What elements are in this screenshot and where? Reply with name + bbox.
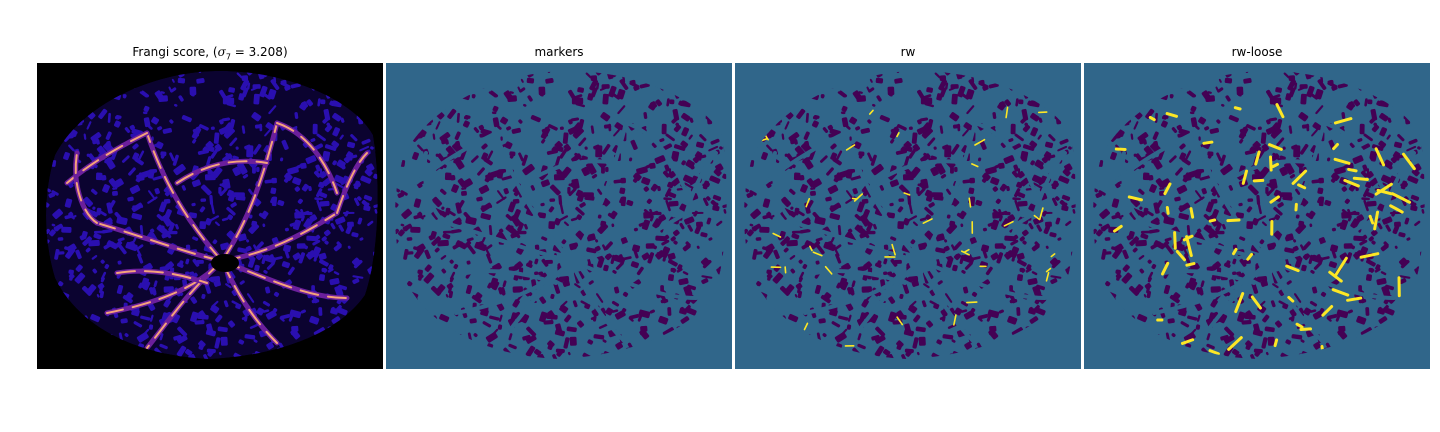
panel-title-markers: markers [534, 45, 584, 59]
sigma-symbol: σ [217, 45, 226, 59]
panel-title-rw-loose: rw-loose [1231, 45, 1283, 59]
sigma-subscript: 7 [225, 52, 231, 62]
rw-loose-image [1084, 63, 1430, 369]
frangi-image [37, 63, 383, 369]
rw-image [735, 63, 1081, 369]
frangi-title-suffix: = 3.208) [230, 45, 288, 59]
frangi-title-prefix: Frangi score, ( [132, 45, 218, 59]
markers-image [386, 63, 732, 369]
panel-title-frangi: Frangi score, (σ7 = 3.208) [37, 45, 383, 61]
panel-title-rw: rw [900, 45, 916, 59]
